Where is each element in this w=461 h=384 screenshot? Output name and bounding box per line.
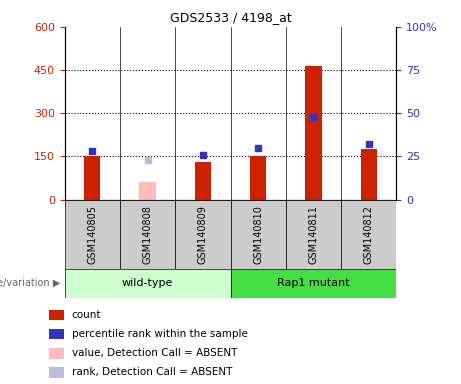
Text: GSM140812: GSM140812 [364,205,374,264]
Bar [49,348,64,359]
Text: GSM140811: GSM140811 [308,205,319,264]
Text: genotype/variation ▶: genotype/variation ▶ [0,278,60,288]
Text: rank, Detection Call = ABSENT: rank, Detection Call = ABSENT [72,367,232,377]
Bar [49,329,64,339]
Bar [49,367,64,378]
Bar [120,200,175,269]
Bar [195,162,211,200]
Title: GDS2533 / 4198_at: GDS2533 / 4198_at [170,11,291,24]
Bar [361,149,377,200]
Bar [65,200,120,269]
Bar [175,200,230,269]
Text: GSM140805: GSM140805 [87,205,97,264]
Bar [305,66,322,200]
Text: GSM140810: GSM140810 [253,205,263,264]
Text: wild-type: wild-type [122,278,173,288]
Bar [341,200,396,269]
Text: percentile rank within the sample: percentile rank within the sample [72,329,248,339]
Bar [49,310,64,320]
Bar [65,269,230,298]
Text: Rap1 mutant: Rap1 mutant [277,278,350,288]
Bar [230,269,396,298]
Text: GSM140808: GSM140808 [142,205,153,264]
Bar [84,157,100,200]
Bar [139,182,156,200]
Bar [250,157,266,200]
Text: value, Detection Call = ABSENT: value, Detection Call = ABSENT [72,348,237,358]
Text: GSM140809: GSM140809 [198,205,208,264]
Bar [230,200,286,269]
Bar [286,200,341,269]
Text: count: count [72,310,101,320]
